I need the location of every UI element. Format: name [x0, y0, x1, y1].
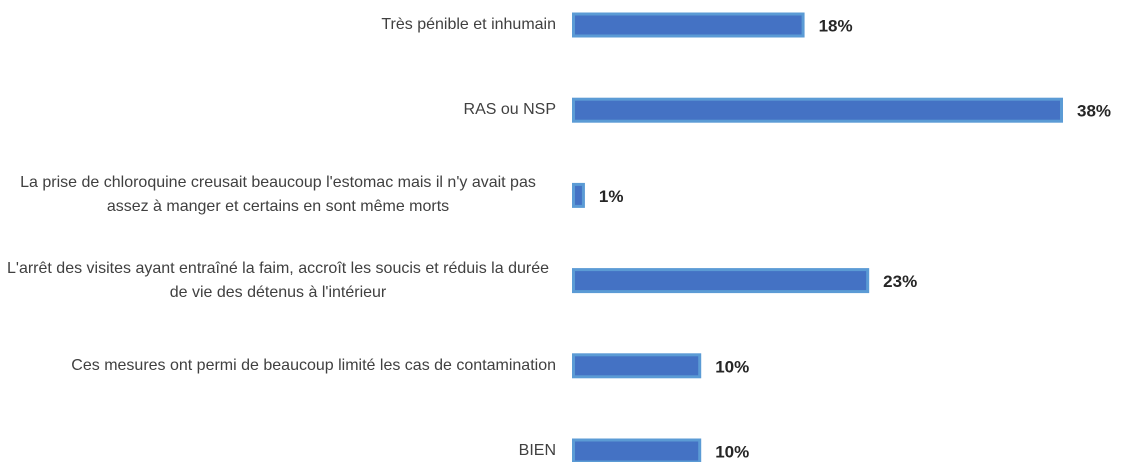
category-label: La prise de chloroquine creusait beaucou… — [0, 171, 556, 219]
bar — [572, 12, 805, 38]
bar — [572, 438, 702, 462]
bar — [572, 97, 1063, 123]
bar — [572, 182, 585, 208]
category-text: RAS ou NSP — [463, 101, 556, 119]
category-text: L'arrêt des visites ayant entraîné la fa… — [7, 259, 549, 301]
bar — [572, 353, 702, 379]
value-label: 18% — [819, 16, 853, 35]
category-text: Très pénible et inhumain — [381, 16, 556, 33]
category-text: Ces mesures ont permi de beaucoup limité… — [71, 356, 556, 374]
bar — [572, 268, 870, 294]
value-label: 10% — [715, 357, 749, 376]
category-label: RAS ou NSP — [0, 98, 556, 122]
category-label: Ces mesures ont permi de beaucoup limité… — [0, 354, 556, 378]
category-label: BIEN — [0, 439, 556, 462]
category-text: BIEN — [518, 442, 556, 459]
category-label: L'arrêt des visites ayant entraîné la fa… — [0, 257, 556, 305]
value-label: 38% — [1077, 102, 1111, 121]
value-label: 1% — [599, 187, 624, 206]
category-label: Très pénible et inhumain — [0, 13, 556, 37]
value-label: 10% — [715, 442, 749, 461]
value-label: 23% — [883, 272, 917, 291]
category-text: La prise de chloroquine creusait beaucou… — [20, 174, 536, 216]
